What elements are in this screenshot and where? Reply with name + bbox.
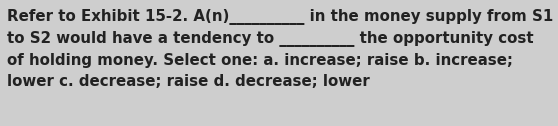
Text: Refer to Exhibit 15-2. A(n)__________ in the money supply from S1
to S2 would ha: Refer to Exhibit 15-2. A(n)__________ in… [7,9,553,89]
